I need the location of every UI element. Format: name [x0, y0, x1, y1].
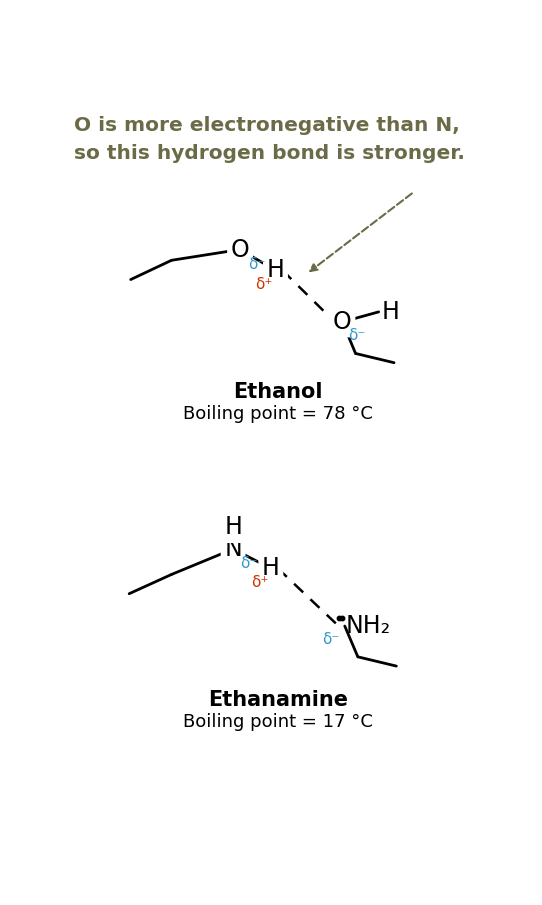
Text: Ethanol: Ethanol	[233, 382, 322, 402]
Text: O: O	[333, 310, 352, 334]
Text: δ⁻: δ⁻	[240, 557, 257, 571]
Text: H: H	[262, 557, 280, 580]
Text: O: O	[231, 237, 249, 262]
Text: NH₂: NH₂	[346, 614, 391, 638]
Text: H: H	[382, 300, 399, 324]
Text: δ⁻: δ⁻	[249, 257, 266, 272]
Text: δ⁺: δ⁺	[255, 278, 272, 292]
Text: Boiling point = 78 °C: Boiling point = 78 °C	[183, 405, 373, 424]
Text: H: H	[267, 258, 285, 282]
Text: Boiling point = 17 °C: Boiling point = 17 °C	[183, 713, 373, 731]
Text: δ⁻: δ⁻	[321, 633, 339, 647]
Text: Ethanamine: Ethanamine	[208, 690, 348, 710]
Text: δ⁺: δ⁺	[251, 576, 268, 590]
Text: δ⁻: δ⁻	[349, 329, 366, 343]
Text: so this hydrogen bond is stronger.: so this hydrogen bond is stronger.	[74, 144, 464, 163]
Text: H: H	[224, 516, 242, 539]
Text: O is more electronegative than N,: O is more electronegative than N,	[74, 117, 460, 136]
Text: N: N	[224, 537, 242, 561]
